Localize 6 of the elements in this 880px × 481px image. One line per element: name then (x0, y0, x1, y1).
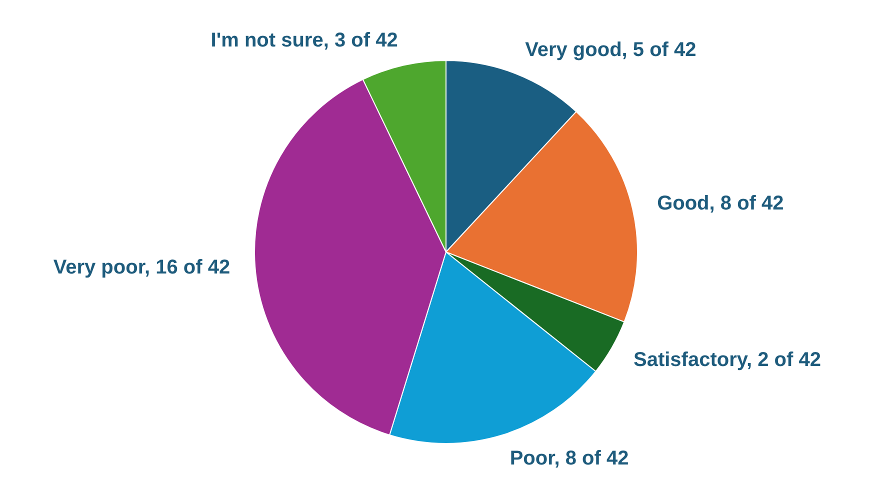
slice-label: I'm not sure, 3 of 42 (210, 29, 398, 52)
slice-label: Satisfactory, 2 of 42 (633, 348, 821, 371)
slice-label: Very good, 5 of 42 (525, 38, 696, 61)
slice-label: Very poor, 16 of 42 (53, 256, 230, 279)
slice-label: Poor, 8 of 42 (510, 447, 629, 470)
slice-label: Good, 8 of 42 (657, 192, 784, 214)
